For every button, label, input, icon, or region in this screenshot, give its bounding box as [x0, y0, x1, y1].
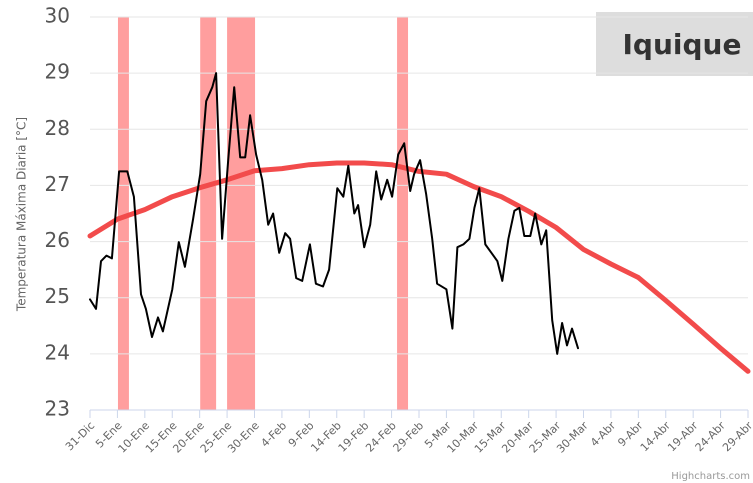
plot-band — [117, 17, 129, 410]
y-tick-label: 25 — [45, 284, 70, 308]
y-tick-label: 24 — [45, 340, 70, 364]
chart-title: Iquique — [623, 28, 742, 61]
y-tick-label: 29 — [45, 60, 70, 84]
x-tick-label: 30-Mar — [554, 419, 591, 456]
y-tick-label: 23 — [45, 397, 70, 421]
plot-band — [227, 17, 256, 410]
x-tick-label: 29-Feb — [391, 419, 427, 455]
x-tick-label: 30-Ene — [225, 419, 262, 456]
y-tick-label: 26 — [45, 228, 70, 252]
title-box — [596, 12, 753, 76]
credits: Highcharts.com — [671, 471, 750, 482]
x-tick-label: 31-Dic — [63, 419, 97, 453]
plot-band — [397, 17, 409, 410]
x-tick-label: 4-Feb — [258, 419, 289, 450]
plot-band — [200, 17, 217, 410]
y-tick-label: 30 — [45, 4, 70, 28]
x-tick-label: 29-Abr — [720, 419, 753, 455]
y-axis-label: Temperatura Máxima Diaria [°C] — [15, 117, 29, 312]
series-line — [89, 72, 579, 355]
y-tick-label: 27 — [45, 172, 70, 196]
series-line — [87, 160, 751, 374]
x-tick-label: 4-Abr — [588, 419, 619, 450]
y-tick-label: 28 — [45, 116, 70, 140]
